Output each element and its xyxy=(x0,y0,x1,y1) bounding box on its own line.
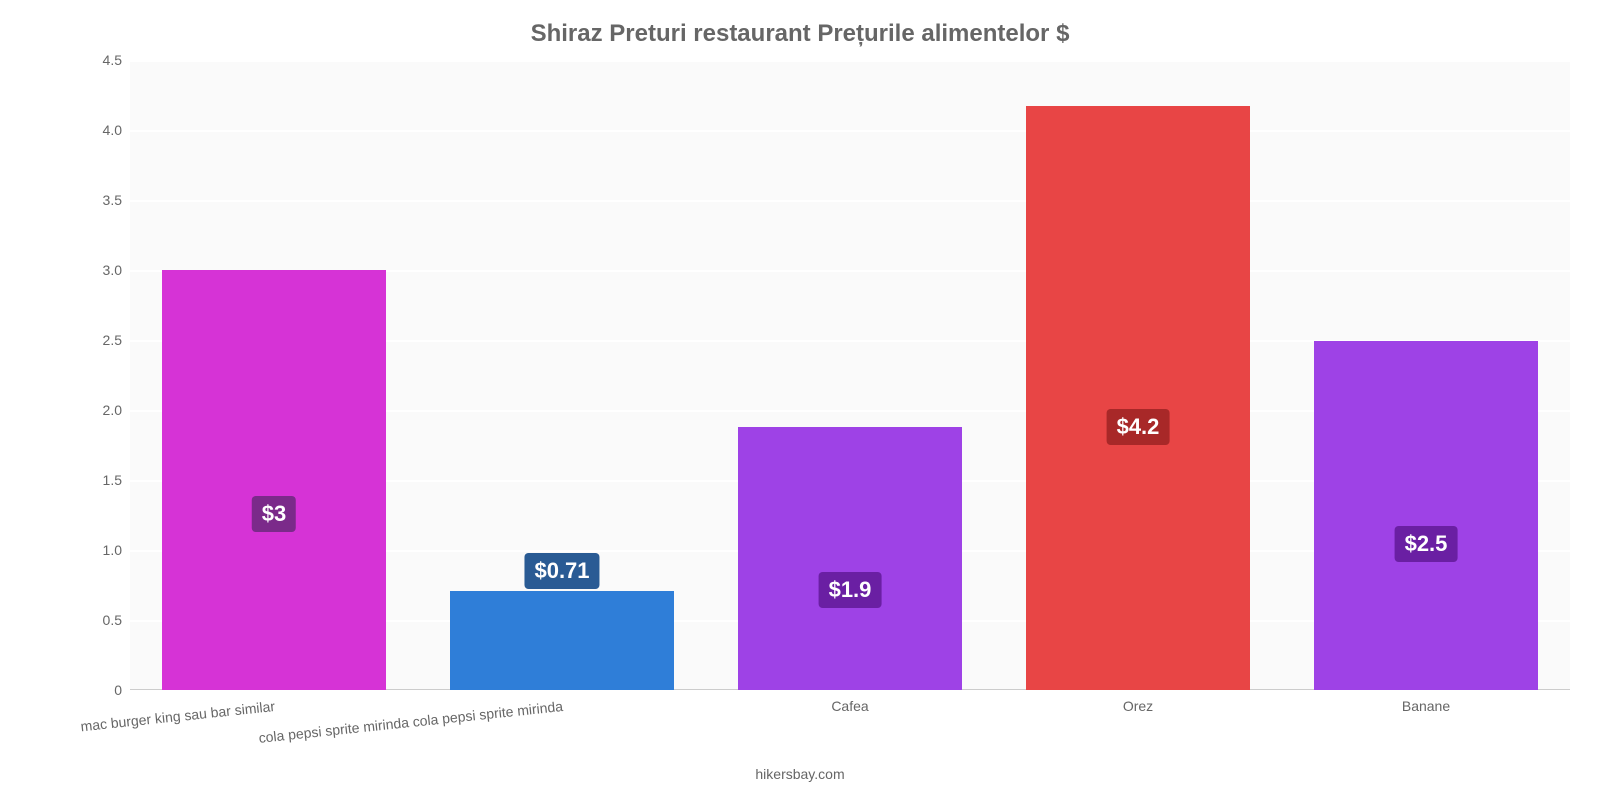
y-tick-label: 3.5 xyxy=(103,192,122,208)
price-bar-chart: Shiraz Preturi restaurant Prețurile alim… xyxy=(0,0,1600,800)
value-label: $2.5 xyxy=(1395,526,1458,562)
value-label: $3 xyxy=(252,496,296,532)
gridline xyxy=(130,130,1570,132)
value-label: $0.71 xyxy=(524,553,599,589)
gridline xyxy=(130,60,1570,62)
footer-attribution: hikersbay.com xyxy=(755,766,844,782)
gridline xyxy=(130,200,1570,202)
x-category-label: Orez xyxy=(1123,698,1153,714)
bar xyxy=(738,427,963,690)
y-tick-label: 3.0 xyxy=(103,262,122,278)
y-tick-label: 1.5 xyxy=(103,472,122,488)
plot-area: $3 $0.71 $1.9 $4.2 $2.5 xyxy=(130,60,1570,690)
y-tick-label: 2.0 xyxy=(103,402,122,418)
value-label: $4.2 xyxy=(1107,409,1170,445)
y-tick-label: 4.0 xyxy=(103,122,122,138)
y-tick-label: 1.0 xyxy=(103,542,122,558)
x-category-label: Banane xyxy=(1402,698,1450,714)
y-tick-label: 0.5 xyxy=(103,612,122,628)
y-axis: 00.51.01.52.02.53.03.54.04.5 xyxy=(0,60,130,690)
y-tick-label: 4.5 xyxy=(103,52,122,68)
bar xyxy=(1026,106,1251,690)
chart-title: Shiraz Preturi restaurant Prețurile alim… xyxy=(0,0,1600,48)
bar xyxy=(1314,341,1539,690)
y-tick-label: 2.5 xyxy=(103,332,122,348)
value-label: $1.9 xyxy=(819,572,882,608)
bar xyxy=(162,270,387,690)
y-tick-label: 0 xyxy=(114,682,122,698)
x-category-label: Cafea xyxy=(831,698,868,714)
bar xyxy=(450,591,675,690)
